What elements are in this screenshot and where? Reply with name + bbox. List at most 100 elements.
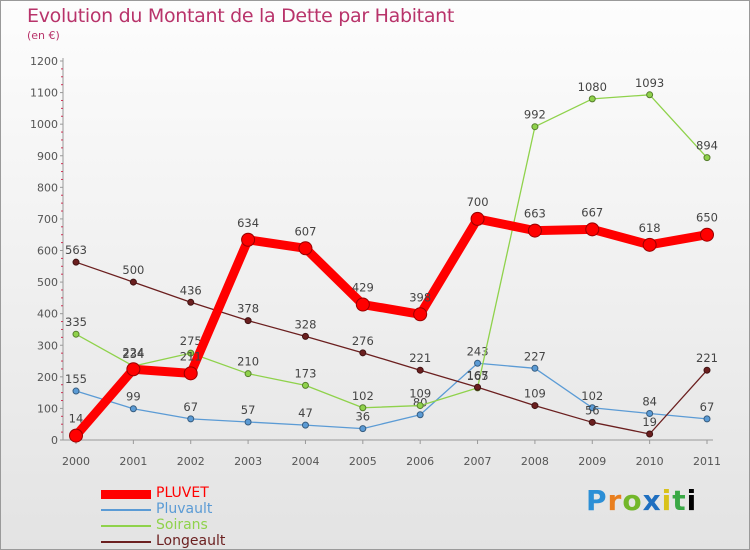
x-tick-label: 2002 <box>177 455 205 468</box>
y-tick-label: 0 <box>51 434 58 447</box>
data-point-pluvet <box>700 227 714 242</box>
data-point-pluvault <box>531 364 539 372</box>
data-label-soirans: 165 <box>467 369 489 383</box>
data-point-pluvet <box>183 366 198 381</box>
data-point-soirans <box>301 381 309 389</box>
x-tick-label: 2008 <box>521 455 549 468</box>
x-tick-label: 2005 <box>349 455 377 468</box>
y-tick-label: 600 <box>37 245 58 258</box>
data-point-pluvault <box>646 409 654 417</box>
data-label-pluvault: 36 <box>355 410 370 424</box>
y-tick-label: 1100 <box>30 87 58 100</box>
x-tick-label: 2000 <box>62 455 90 468</box>
data-label-pluvet: 618 <box>639 221 661 235</box>
data-label-longeault: 167 <box>467 368 489 382</box>
data-label-longeault: 221 <box>409 351 431 365</box>
data-label-pluvault: 84 <box>642 394 657 408</box>
y-tick-label: 100 <box>37 402 58 415</box>
data-point-soirans <box>187 349 195 357</box>
x-tick-label: 2006 <box>406 455 434 468</box>
y-tick-label: 300 <box>37 339 58 352</box>
series-line-pluvet <box>71 214 712 441</box>
data-label-longeault: 19 <box>642 415 657 429</box>
data-point-pluvet <box>355 297 370 312</box>
data-point-longeault <box>531 402 539 410</box>
y-tick-label: 200 <box>37 371 58 384</box>
y-tick-label: 900 <box>37 150 58 163</box>
data-point-longeault <box>359 349 367 357</box>
data-point-soirans <box>416 402 424 410</box>
y-tick-label: 1000 <box>30 118 58 131</box>
chart-subtitle: (en €) <box>27 29 60 42</box>
y-tick-label: 500 <box>37 276 58 289</box>
data-label-pluvet: 634 <box>237 216 259 230</box>
data-point-pluvault <box>72 387 80 395</box>
logo-letter: i <box>686 484 698 517</box>
data-point-soirans <box>646 91 654 99</box>
data-label-pluvet: 607 <box>294 224 316 238</box>
data-label-pluvet: 700 <box>467 195 489 209</box>
x-tick-label: 2010 <box>636 455 664 468</box>
series-longeault: 563 500 436 378 328 276 221 167 109 56 19 221 <box>65 243 718 438</box>
data-label-pluvault: 243 <box>467 344 489 358</box>
legend-swatch <box>101 489 151 499</box>
series-line-pluvault <box>75 362 708 430</box>
data-point-soirans <box>531 123 539 131</box>
data-point-pluvault <box>416 411 424 419</box>
data-label-longeault: 328 <box>294 317 316 331</box>
legend-label: Soirans <box>156 517 208 533</box>
data-label-soirans: 1093 <box>635 76 664 90</box>
data-point-pluvet <box>413 307 428 322</box>
y-tick-label: 700 <box>37 213 58 226</box>
data-label-pluvault: 227 <box>524 349 546 363</box>
data-label-pluvet: 429 <box>352 281 374 295</box>
data-label-pluvet: 211 <box>180 349 202 363</box>
legend-label: Longeault <box>156 533 226 549</box>
data-point-soirans <box>588 95 596 103</box>
data-label-pluvet: 663 <box>524 207 546 221</box>
data-point-soirans <box>244 370 252 378</box>
data-label-soirans: 234 <box>122 347 144 361</box>
data-label-pluvet: 14 <box>69 412 84 426</box>
data-point-pluvault <box>187 415 195 423</box>
data-point-longeault <box>703 366 711 374</box>
data-label-longeault: 378 <box>237 302 259 316</box>
data-label-pluvet: 224 <box>122 345 144 359</box>
data-label-pluvet: 398 <box>409 290 431 304</box>
logo-letter: P <box>586 484 608 517</box>
data-point-pluvault <box>244 418 252 426</box>
data-point-longeault <box>646 430 654 438</box>
data-point-pluvet <box>69 428 83 443</box>
series-pluvault: 1559967574736802432271028467 <box>65 344 714 433</box>
series-soirans: 335 234 275 210 173 102 109 165 992 1080 1093 894 <box>65 76 718 412</box>
x-tick-label: 2004 <box>291 455 319 468</box>
data-point-soirans <box>359 404 367 412</box>
data-point-pluvault <box>588 404 596 412</box>
data-label-pluvault: 47 <box>298 406 313 420</box>
data-label-pluvet: 667 <box>581 205 603 219</box>
legend-label: Pluvault <box>156 501 213 517</box>
x-tick-label: 2009 <box>578 455 606 468</box>
data-point-pluvault <box>301 421 309 429</box>
data-point-pluvet <box>241 232 256 247</box>
data-point-pluvet <box>298 241 313 256</box>
data-label-longeault: 436 <box>180 283 202 297</box>
data-point-longeault <box>301 332 309 340</box>
data-label-soirans: 109 <box>409 387 431 401</box>
data-point-pluvault <box>703 415 711 423</box>
logo-letter: r <box>607 484 623 517</box>
logo-letter: t <box>672 484 687 517</box>
data-label-pluvault: 99 <box>126 390 141 404</box>
data-label-soirans: 335 <box>65 315 87 329</box>
data-point-pluvault <box>474 359 482 367</box>
y-tick-label: 400 <box>37 308 58 321</box>
data-label-longeault: 563 <box>65 243 87 257</box>
legend-label: PLUVET <box>156 485 209 501</box>
data-point-pluvet <box>470 211 485 226</box>
x-tick-label: 2007 <box>464 455 492 468</box>
data-point-longeault <box>129 278 137 286</box>
data-label-soirans: 992 <box>524 108 546 122</box>
data-point-soirans <box>703 154 711 162</box>
